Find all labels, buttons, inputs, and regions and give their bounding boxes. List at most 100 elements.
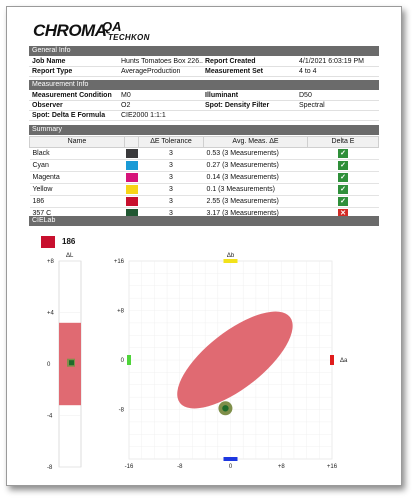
- color-swatch: [125, 173, 138, 182]
- info-value: CIE2000 1:1:1: [121, 112, 166, 119]
- delta-status: ✓: [307, 195, 379, 208]
- color-swatch: [125, 185, 138, 194]
- avg-delta-value: 0.1 (3 Measurements): [203, 183, 308, 196]
- info-value: Hunts Tomatoes Box 226...: [121, 58, 203, 65]
- info-row: Observer O2 Spot: Density Filter Spectra…: [29, 101, 379, 111]
- check-icon: ✓: [338, 196, 348, 206]
- color-swatch-cell: [124, 195, 139, 208]
- info-label: Illuminant: [205, 92, 239, 99]
- color-swatch: [125, 161, 138, 170]
- dab-y-axis-label: Δb: [227, 253, 235, 259]
- delta-status: ✓: [307, 147, 379, 160]
- avg-delta-value: 0.53 (3 Measurements): [203, 147, 308, 160]
- tolerance-value: 3: [138, 183, 204, 196]
- check-icon: ✓: [338, 184, 348, 194]
- dl-tick-label: +8: [47, 259, 55, 265]
- dl-tick-label: -4: [47, 414, 53, 420]
- chromaqa-logo: CHROMA QA TECHKON: [33, 19, 153, 45]
- dab-y-tick-label: -8: [119, 408, 125, 414]
- dl-tick-label: 0: [47, 362, 51, 368]
- color-name: 186: [29, 195, 125, 208]
- color-swatch: [125, 209, 138, 218]
- dl-axis-label: ΔL: [66, 253, 74, 259]
- delta-status: ✓: [307, 183, 379, 196]
- selected-color-swatch: [41, 236, 55, 248]
- info-row: Spot: Delta E Formula CIE2000 1:1:1: [29, 111, 379, 121]
- info-label: Report Type: [32, 68, 73, 75]
- info-label: Job Name: [32, 58, 66, 65]
- logo-chroma: CHROMA: [33, 21, 107, 40]
- info-value: 4/1/2021 6:03:19 PM: [299, 58, 364, 65]
- check-icon: ✓: [338, 148, 348, 158]
- summary-row: Yellow 3 0.1 (3 Measurements) ✓: [29, 183, 379, 196]
- logo-qa: QA: [102, 19, 122, 34]
- color-name: Yellow: [29, 183, 125, 196]
- color-name: Cyan: [29, 159, 125, 172]
- info-row: Job Name Hunts Tomatoes Box 226... Repor…: [29, 57, 379, 67]
- dab-x-tick-label: +8: [278, 464, 286, 470]
- col-delta: Delta E: [307, 136, 379, 148]
- info-label: Spot: Density Filter: [205, 102, 270, 109]
- edge-marker-red: [330, 355, 334, 365]
- summary-body: Black 3 0.53 (3 Measurements) ✓ Cyan 3 0.27 (3…: [29, 147, 379, 220]
- dab-point: [222, 405, 229, 412]
- color-swatch: [125, 149, 138, 158]
- report-page: CHROMA QA TECHKON General Info Job Name …: [6, 6, 402, 486]
- dab-x-axis-label: Δa: [340, 358, 348, 364]
- measurement-info-header: Measurement Info: [29, 80, 379, 90]
- summary-table: Name ΔE Tolerance Avg. Meas. ΔE Delta E …: [29, 136, 379, 220]
- summary-row: Black 3 0.53 (3 Measurements) ✓: [29, 147, 379, 160]
- general-info-header: General Info: [29, 46, 379, 56]
- delta-status: ✓: [307, 171, 379, 184]
- dl-point: [69, 360, 74, 366]
- dab-x-tick-label: 0: [229, 464, 233, 470]
- dab-y-tick-label: +16: [114, 259, 125, 265]
- col-name: Name: [29, 136, 125, 148]
- info-value: O2: [121, 102, 131, 109]
- info-label: Report Created: [205, 58, 256, 65]
- dab-x-tick-label: -8: [177, 464, 183, 470]
- info-label: Spot: Delta E Formula: [32, 112, 106, 119]
- tolerance-value: 3: [138, 159, 204, 172]
- check-icon: ✓: [338, 172, 348, 182]
- color-swatch-cell: [124, 147, 139, 160]
- edge-marker-green: [127, 355, 131, 365]
- edge-marker-blue: [223, 457, 238, 461]
- col-tolerance: ΔE Tolerance: [138, 136, 204, 148]
- color-swatch-cell: [124, 171, 139, 184]
- color-swatch-cell: [124, 159, 139, 172]
- color-swatch: [125, 197, 138, 206]
- logo-techkon: TECHKON: [108, 33, 150, 42]
- dl-tick-label: -8: [47, 465, 53, 471]
- edge-marker-yellow: [223, 259, 238, 263]
- info-label: Observer: [32, 102, 63, 109]
- info-value: 4 to 4: [299, 68, 317, 75]
- cielab-header: CIELab: [29, 216, 379, 226]
- dab-tolerance-ellipse: [177, 311, 293, 409]
- summary-header: Summary: [29, 125, 379, 135]
- cielab-plots: +8 +4 0 -4 -8 ΔL -16 -8 0 +8 +16 +16 +8 0 -8 Δa Δb: [47, 253, 348, 471]
- avg-delta-value: 2.55 (3 Measurements): [203, 195, 308, 208]
- color-name: Black: [29, 147, 125, 160]
- delta-status: ✓: [307, 159, 379, 172]
- info-label: Measurement Condition: [32, 92, 112, 99]
- avg-delta-value: 0.14 (3 Measurements): [203, 171, 308, 184]
- info-row: Report Type AverageProduction Measuremen…: [29, 67, 379, 77]
- check-icon: ✓: [338, 160, 348, 170]
- summary-row: 186 3 2.55 (3 Measurements) ✓: [29, 195, 379, 208]
- dab-x-tick-label: -16: [125, 464, 134, 470]
- dab-y-tick-label: 0: [121, 358, 125, 364]
- summary-row: Magenta 3 0.14 (3 Measurements) ✓: [29, 171, 379, 184]
- summary-row: Cyan 3 0.27 (3 Measurements) ✓: [29, 159, 379, 172]
- color-swatch-cell: [124, 183, 139, 196]
- tolerance-value: 3: [138, 147, 204, 160]
- info-value: AverageProduction: [121, 68, 181, 75]
- dab-x-tick-label: +16: [327, 464, 338, 470]
- selected-color-label: 186: [62, 237, 76, 246]
- avg-delta-value: 0.27 (3 Measurements): [203, 159, 308, 172]
- info-value: M0: [121, 92, 131, 99]
- info-value: D50: [299, 92, 312, 99]
- info-row: Measurement Condition M0 Illuminant D50: [29, 91, 379, 101]
- tolerance-value: 3: [138, 195, 204, 208]
- dl-tick-label: +4: [47, 311, 55, 317]
